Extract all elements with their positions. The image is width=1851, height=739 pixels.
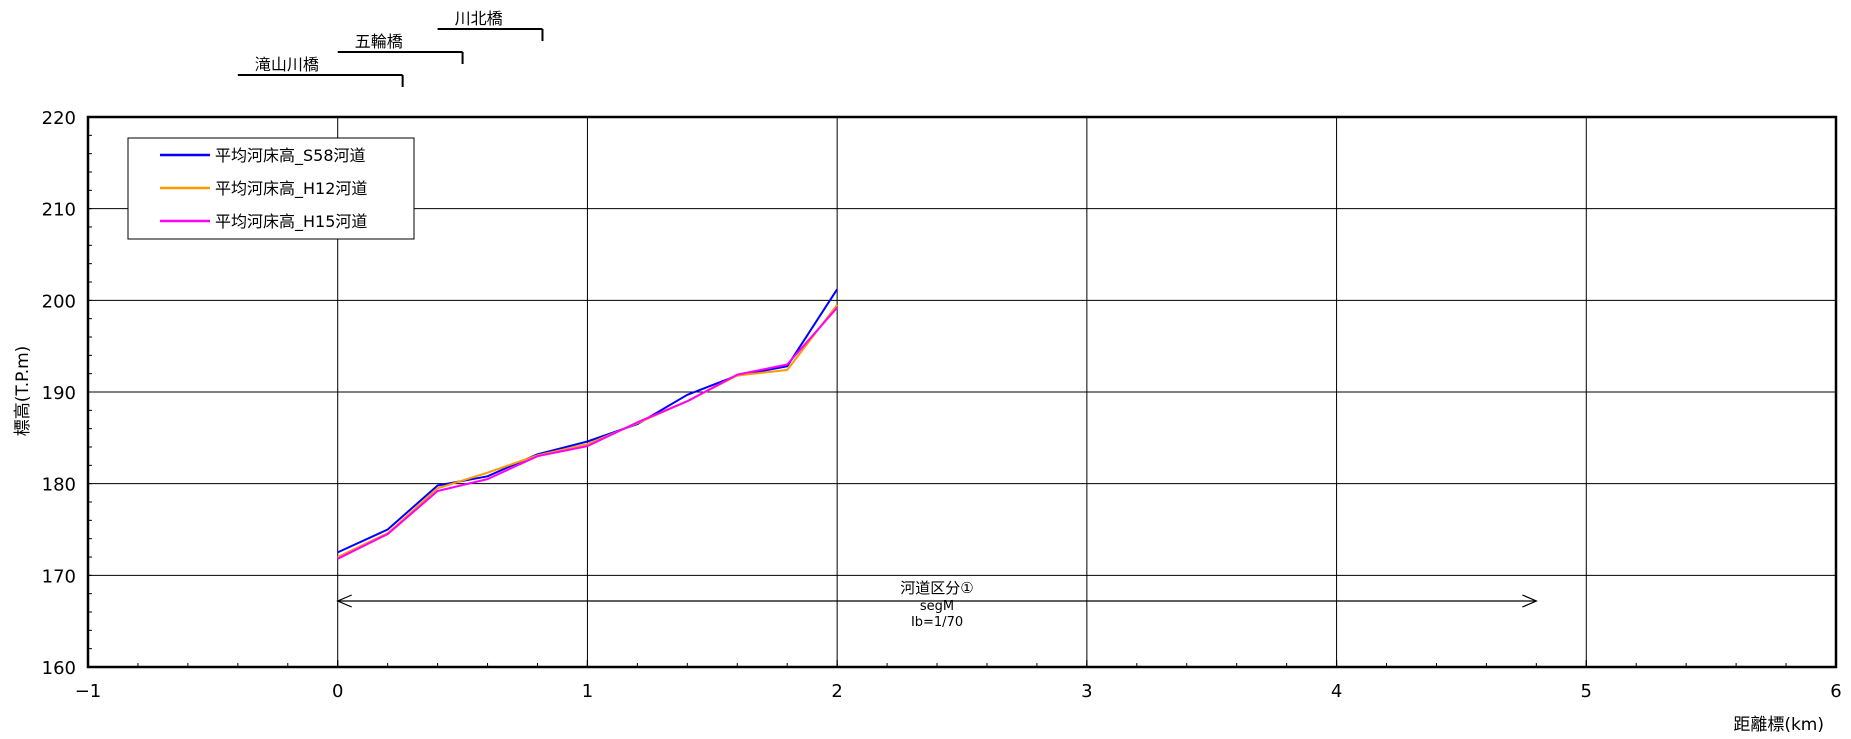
bridge-label: 川北橋 <box>455 9 503 28</box>
annotation-text: Ib=1/70 <box>911 615 963 630</box>
y-tick-label: 220 <box>42 108 76 129</box>
y-tick-label: 200 <box>42 291 76 312</box>
legend-label-h15: 平均河床高_H15河道 <box>215 212 367 232</box>
x-tick-label: 1 <box>582 681 593 702</box>
series-line-2 <box>337 307 838 560</box>
x-tick-label: −1 <box>75 681 102 702</box>
x-tick-label: 2 <box>831 681 842 702</box>
y-tick-label: 170 <box>42 566 76 587</box>
legend-label-h12: 平均河床高_H12河道 <box>215 179 367 199</box>
x-tick-label: 5 <box>1581 681 1592 702</box>
series-lines <box>337 288 838 560</box>
y-tick-label: 160 <box>42 658 76 679</box>
x-tick-label: 0 <box>332 681 343 702</box>
x-tick-label: 3 <box>1081 681 1092 702</box>
y-tick-label: 180 <box>42 475 76 496</box>
annotation-arrow-right-head <box>1522 594 1538 608</box>
x-axis-label: 距離標(km) <box>1733 715 1824 735</box>
series-line-1 <box>337 304 838 558</box>
annotation-text: 河道区分① <box>900 579 973 597</box>
plot-border <box>86 115 1838 669</box>
y-axis-label: 標高(T.P.m) <box>13 346 33 437</box>
y-tick-label: 210 <box>42 200 76 221</box>
x-tick-label: 6 <box>1830 681 1841 702</box>
y-tick-label: 190 <box>42 383 76 404</box>
tick-labels: −1 0 1 2 3 4 5 6 160 170 180 190 200 210 220 <box>42 108 1842 702</box>
annotation-text: segM <box>920 599 954 614</box>
legend-label-s58: 平均河床高_S58河道 <box>215 146 366 166</box>
legend: 平均河床高_S58河道 平均河床高_H12河道 平均河床高_H15河道 <box>127 137 415 240</box>
bridge-label: 五輪橋 <box>355 32 403 51</box>
series-line-0 <box>337 288 838 554</box>
bridge-label: 滝山川橋 <box>255 55 319 74</box>
annotation-arrow-left-head <box>336 594 352 608</box>
x-tick-label: 4 <box>1331 681 1342 702</box>
